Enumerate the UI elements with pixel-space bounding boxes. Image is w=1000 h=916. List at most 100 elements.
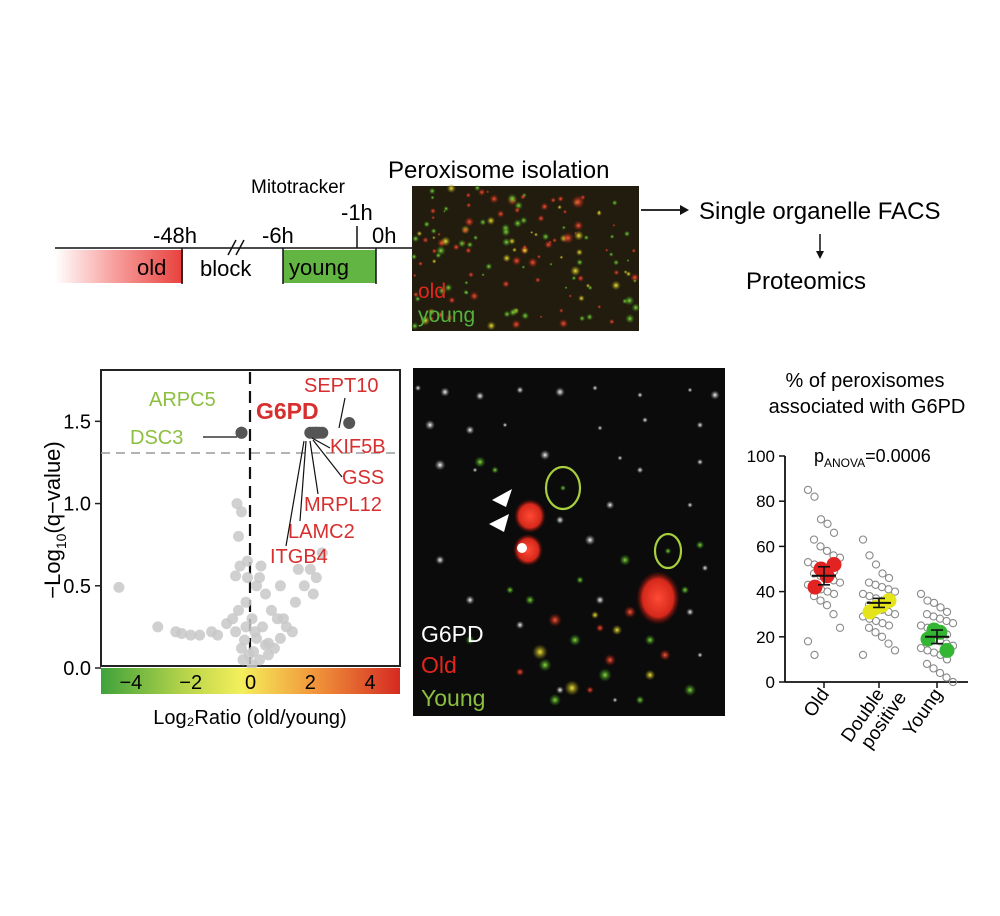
isolation-spot: [427, 308, 436, 316]
volcano-point: [233, 604, 244, 616]
young-spot: [506, 586, 514, 594]
isolation-spot: [631, 303, 641, 312]
volcano-point: [251, 580, 262, 592]
young-spot: [474, 456, 486, 468]
volcano-color-bar: [101, 668, 400, 694]
dotplot-y-ticks: 0 20 40 60 80 100: [747, 447, 785, 692]
dotplot-replicate-point: [826, 557, 842, 572]
young-box-label: young: [289, 255, 349, 280]
isolation-spot: [625, 313, 635, 324]
isolation-spot: [410, 253, 418, 260]
dotplot-value-point: [884, 573, 894, 583]
gene-label-sept10: SEPT10: [304, 375, 378, 397]
isolation-spot: [462, 241, 466, 245]
double-positive-spot: [591, 611, 599, 619]
dotplot-x-tick-label: Doublepositive: [837, 677, 911, 758]
g6pd-spot: [516, 386, 524, 394]
g6pd-spot: [414, 384, 422, 392]
dotplot-value-point: [929, 664, 938, 673]
dotplot-value-point: [803, 485, 813, 495]
dotplot-value-point: [829, 528, 839, 537]
isolation-legend-old: old: [418, 280, 446, 303]
isolation-spot: [533, 232, 539, 237]
volcano-point: [249, 626, 261, 638]
dotplot-value-point: [948, 619, 958, 628]
isolation-spot: [414, 295, 421, 302]
arrowhead-icon-2: [489, 514, 509, 532]
isolation-spot: [630, 272, 640, 283]
isolation-spot: [574, 231, 578, 235]
g6pd-spot: [595, 595, 605, 605]
g6pd-spot: [502, 422, 508, 428]
isolation-spot: [466, 202, 472, 208]
old-spot: [515, 667, 525, 677]
isolation-spot: [573, 220, 584, 231]
white-dot-arrowhead: [517, 543, 527, 553]
isolation-spot: [548, 240, 552, 244]
dotplot-value-point: [816, 596, 825, 605]
isolation-spot: [613, 259, 620, 266]
leader-itgb4: [285, 440, 305, 547]
old-box-label: old: [137, 255, 166, 280]
young-spot: [644, 634, 656, 646]
isolation-spot: [521, 265, 526, 269]
gene-label-mrpl12: MRPL12: [304, 494, 382, 516]
dotplot-value-point: [864, 623, 874, 632]
old-spot: [586, 686, 594, 694]
volcano-point: [289, 596, 301, 608]
isolation-spot: [557, 195, 564, 203]
isolation-spot: [448, 296, 456, 304]
dotplot-y-tick-label: 40: [756, 583, 775, 602]
dotplot-y-tick-label: 20: [756, 628, 775, 647]
isolation-spot: [430, 195, 435, 200]
dotplot-value-point: [948, 677, 958, 687]
g6pd-spot: [440, 387, 450, 397]
g6pd-spot: [539, 449, 551, 461]
dotplot-value-point: [829, 589, 839, 599]
isolation-spot: [577, 274, 585, 282]
isolation-spot: [502, 254, 511, 263]
g6pd-spot: [435, 555, 445, 565]
g6pd-spot: [592, 385, 598, 391]
isolation-spot: [431, 248, 438, 255]
isolation-panel: Peroxisome isolation old young: [388, 157, 641, 331]
isolation-spot: [435, 252, 442, 259]
volcano-point: [176, 628, 188, 639]
dotplot-value-point: [890, 610, 900, 619]
volcano-x-tick-label: 2: [305, 672, 316, 694]
young-spot: [548, 693, 562, 707]
volcano-point: [265, 604, 277, 616]
isolation-spot: [611, 280, 621, 291]
isolation-spot: [436, 310, 445, 319]
isolation-spot: [411, 235, 420, 243]
volcano-point: [242, 572, 253, 584]
workflow-panel: Single organelle FACS Proteomics: [641, 198, 940, 295]
dotplot-value-point: [878, 569, 887, 578]
isolation-spot: [430, 227, 437, 235]
isolation-spot: [527, 257, 538, 268]
g6pd-spot: [697, 652, 703, 658]
volcano-point: [236, 642, 247, 654]
dotplot-value-point: [835, 578, 845, 587]
volcano-point: [274, 580, 286, 592]
isolation-spot: [420, 315, 431, 326]
isolation-spot: [511, 255, 522, 266]
isolation-spot: [417, 261, 424, 267]
g6pd-spot: [687, 387, 693, 393]
volcano-x-tick-label: 4: [365, 672, 376, 694]
isolation-spot: [561, 225, 566, 230]
g6pd-spot: [465, 425, 475, 435]
volcano-y-tick-label: 0.0: [63, 658, 91, 680]
old-spot: [623, 605, 637, 619]
dotplot-value-point: [810, 492, 819, 501]
volcano-point: [233, 530, 244, 542]
dotplot-value-point: [803, 637, 813, 646]
isolation-spot: [530, 230, 534, 234]
isolation-spot: [612, 223, 616, 227]
g6pd-spot: [515, 620, 525, 630]
volcano-point: [113, 581, 125, 593]
isolation-spot: [521, 311, 530, 320]
volcano-point: [243, 649, 255, 661]
volcano-y-label: −Log10(q−value): [40, 441, 69, 598]
isolation-spot: [604, 248, 609, 252]
